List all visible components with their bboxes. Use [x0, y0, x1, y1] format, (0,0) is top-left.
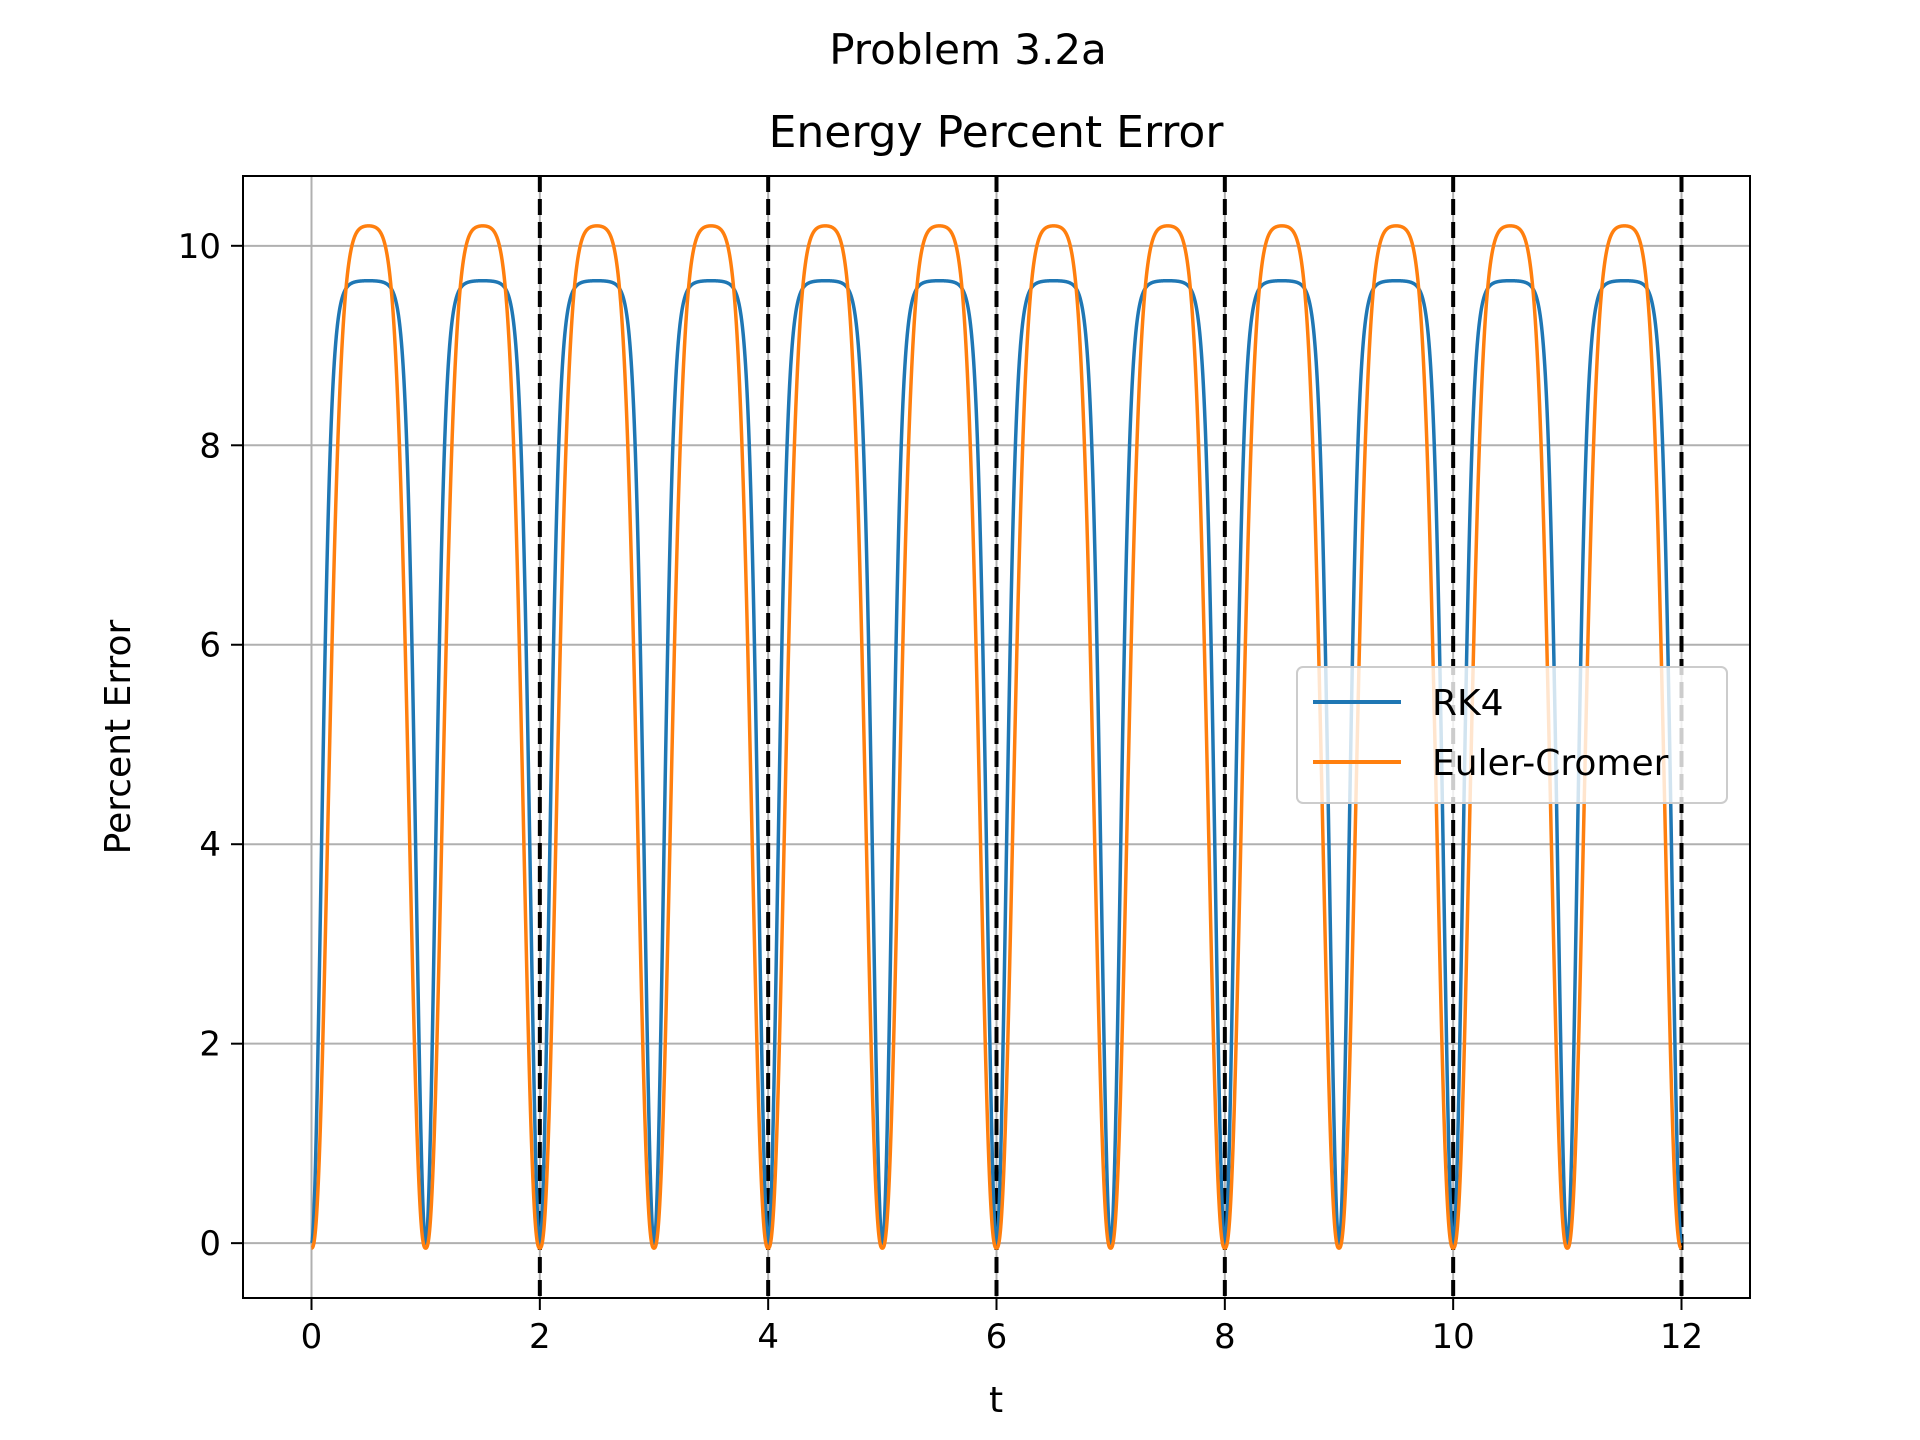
y-axis-label: Percent Error — [98, 619, 139, 854]
y-tick-label-2: 4 — [199, 825, 221, 865]
x-tick-label-2: 4 — [757, 1317, 779, 1357]
y-tick-label-0: 0 — [199, 1224, 221, 1264]
chart-title: Energy Percent Error — [769, 107, 1225, 158]
chart-suptitle: Problem 3.2a — [829, 25, 1107, 74]
x-axis-label: t — [989, 1380, 1003, 1421]
legend-label-euler-cromer: Euler-Cromer — [1432, 743, 1669, 784]
series-line-rk4 — [310, 278, 1683, 1245]
x-tick-label-3: 6 — [986, 1317, 1008, 1357]
legend-label-rk4: RK4 — [1432, 683, 1504, 724]
x-tick-label-6: 12 — [1660, 1317, 1703, 1357]
x-tick-label-5: 10 — [1432, 1317, 1475, 1357]
x-tick-label-4: 8 — [1214, 1317, 1236, 1357]
y-axis-ticks: 0 2 4 6 8 10 — [178, 227, 243, 1264]
series-lines — [310, 224, 1683, 1250]
legend: RK4 Euler-Cromer — [1296, 666, 1728, 804]
x-tick-label-0: 0 — [301, 1317, 323, 1357]
series-line-euler-cromer — [310, 224, 1683, 1250]
x-tick-label-1: 2 — [529, 1317, 551, 1357]
y-tick-label-4: 8 — [199, 426, 221, 466]
y-tick-label-3: 6 — [199, 626, 221, 666]
x-axis-ticks: 0 2 4 6 8 10 12 — [301, 1298, 1703, 1357]
legend-box — [1296, 666, 1728, 804]
y-tick-label-1: 2 — [199, 1025, 221, 1065]
y-tick-label-5: 10 — [178, 227, 221, 267]
